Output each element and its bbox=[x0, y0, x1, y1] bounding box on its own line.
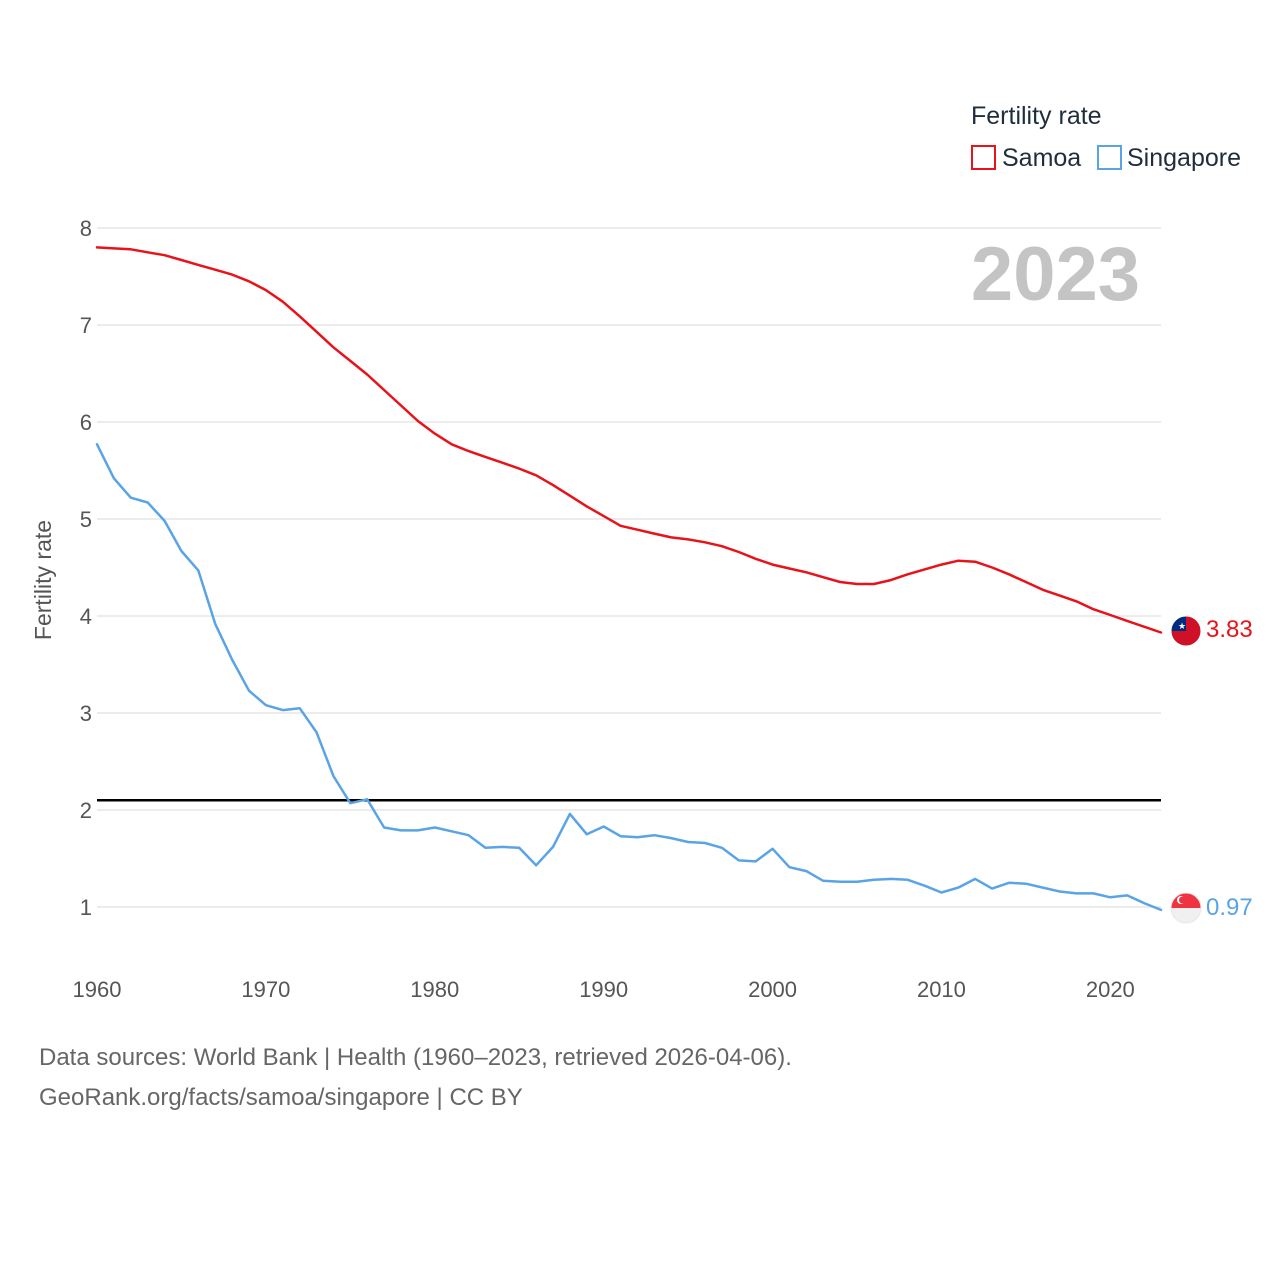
series-lines bbox=[95, 246, 1163, 912]
y-tick-label-8: 8 bbox=[80, 216, 92, 241]
y-tick-label-6: 6 bbox=[80, 410, 92, 435]
x-tick-label-1970: 1970 bbox=[241, 977, 290, 1002]
legend-swatch-samoa[interactable] bbox=[971, 145, 996, 170]
series-line-singapore[interactable] bbox=[95, 443, 1163, 912]
year-label: 2023 bbox=[971, 232, 1140, 317]
series-line-samoa[interactable] bbox=[95, 246, 1163, 634]
y-axis-title: Fertility rate bbox=[30, 520, 56, 640]
x-axis-ticks: 1960 1970 1980 1990 2000 2010 2020 bbox=[73, 977, 1135, 1002]
samoa-flag-ring bbox=[1170, 615, 1202, 647]
x-tick-label-1990: 1990 bbox=[579, 977, 628, 1002]
y-tick-label-2: 2 bbox=[80, 798, 92, 823]
samoa-end-label: 3.83 bbox=[1206, 616, 1253, 643]
x-tick-label-1980: 1980 bbox=[410, 977, 459, 1002]
legend-title: Fertility rate bbox=[971, 102, 1102, 130]
singapore-flag-ring bbox=[1170, 892, 1202, 924]
singapore-flag-icon bbox=[1171, 893, 1201, 923]
legend-label-singapore[interactable]: Singapore bbox=[1127, 144, 1241, 172]
y-axis-ticks: 1 2 3 4 5 6 7 8 bbox=[80, 216, 92, 920]
x-tick-label-2010: 2010 bbox=[917, 977, 966, 1002]
legend-label-samoa[interactable]: Samoa bbox=[1002, 144, 1081, 172]
y-tick-label-7: 7 bbox=[80, 313, 92, 338]
x-tick-label-2020: 2020 bbox=[1086, 977, 1135, 1002]
legend: Fertility rate Samoa Singapore bbox=[971, 102, 1241, 172]
y-tick-label-3: 3 bbox=[80, 701, 92, 726]
x-tick-label-1960: 1960 bbox=[73, 977, 122, 1002]
y-tick-label-1: 1 bbox=[80, 895, 92, 920]
grid-lines bbox=[97, 227, 1161, 908]
y-tick-label-4: 4 bbox=[80, 604, 92, 629]
legend-swatch-singapore[interactable] bbox=[1097, 145, 1122, 170]
singapore-end-label: 0.97 bbox=[1206, 894, 1253, 921]
x-tick-label-2000: 2000 bbox=[748, 977, 797, 1002]
footer-credit[interactable]: GeoRank.org/facts/samoa/singapore | CC B… bbox=[39, 1084, 523, 1111]
y-tick-label-5: 5 bbox=[80, 507, 92, 532]
footer-sources: Data sources: World Bank | Health (1960–… bbox=[39, 1044, 792, 1071]
svg-text:★: ★ bbox=[1178, 622, 1186, 632]
